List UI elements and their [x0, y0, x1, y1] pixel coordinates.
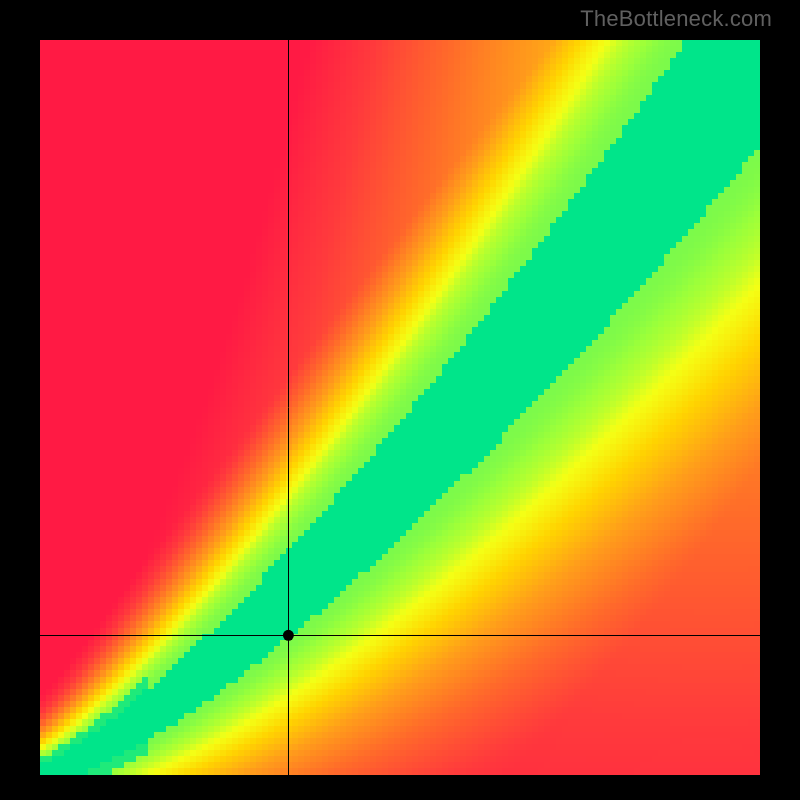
chart-container: TheBottleneck.com — [0, 0, 800, 800]
watermark-text: TheBottleneck.com — [580, 6, 772, 32]
bottleneck-heatmap — [40, 40, 760, 775]
